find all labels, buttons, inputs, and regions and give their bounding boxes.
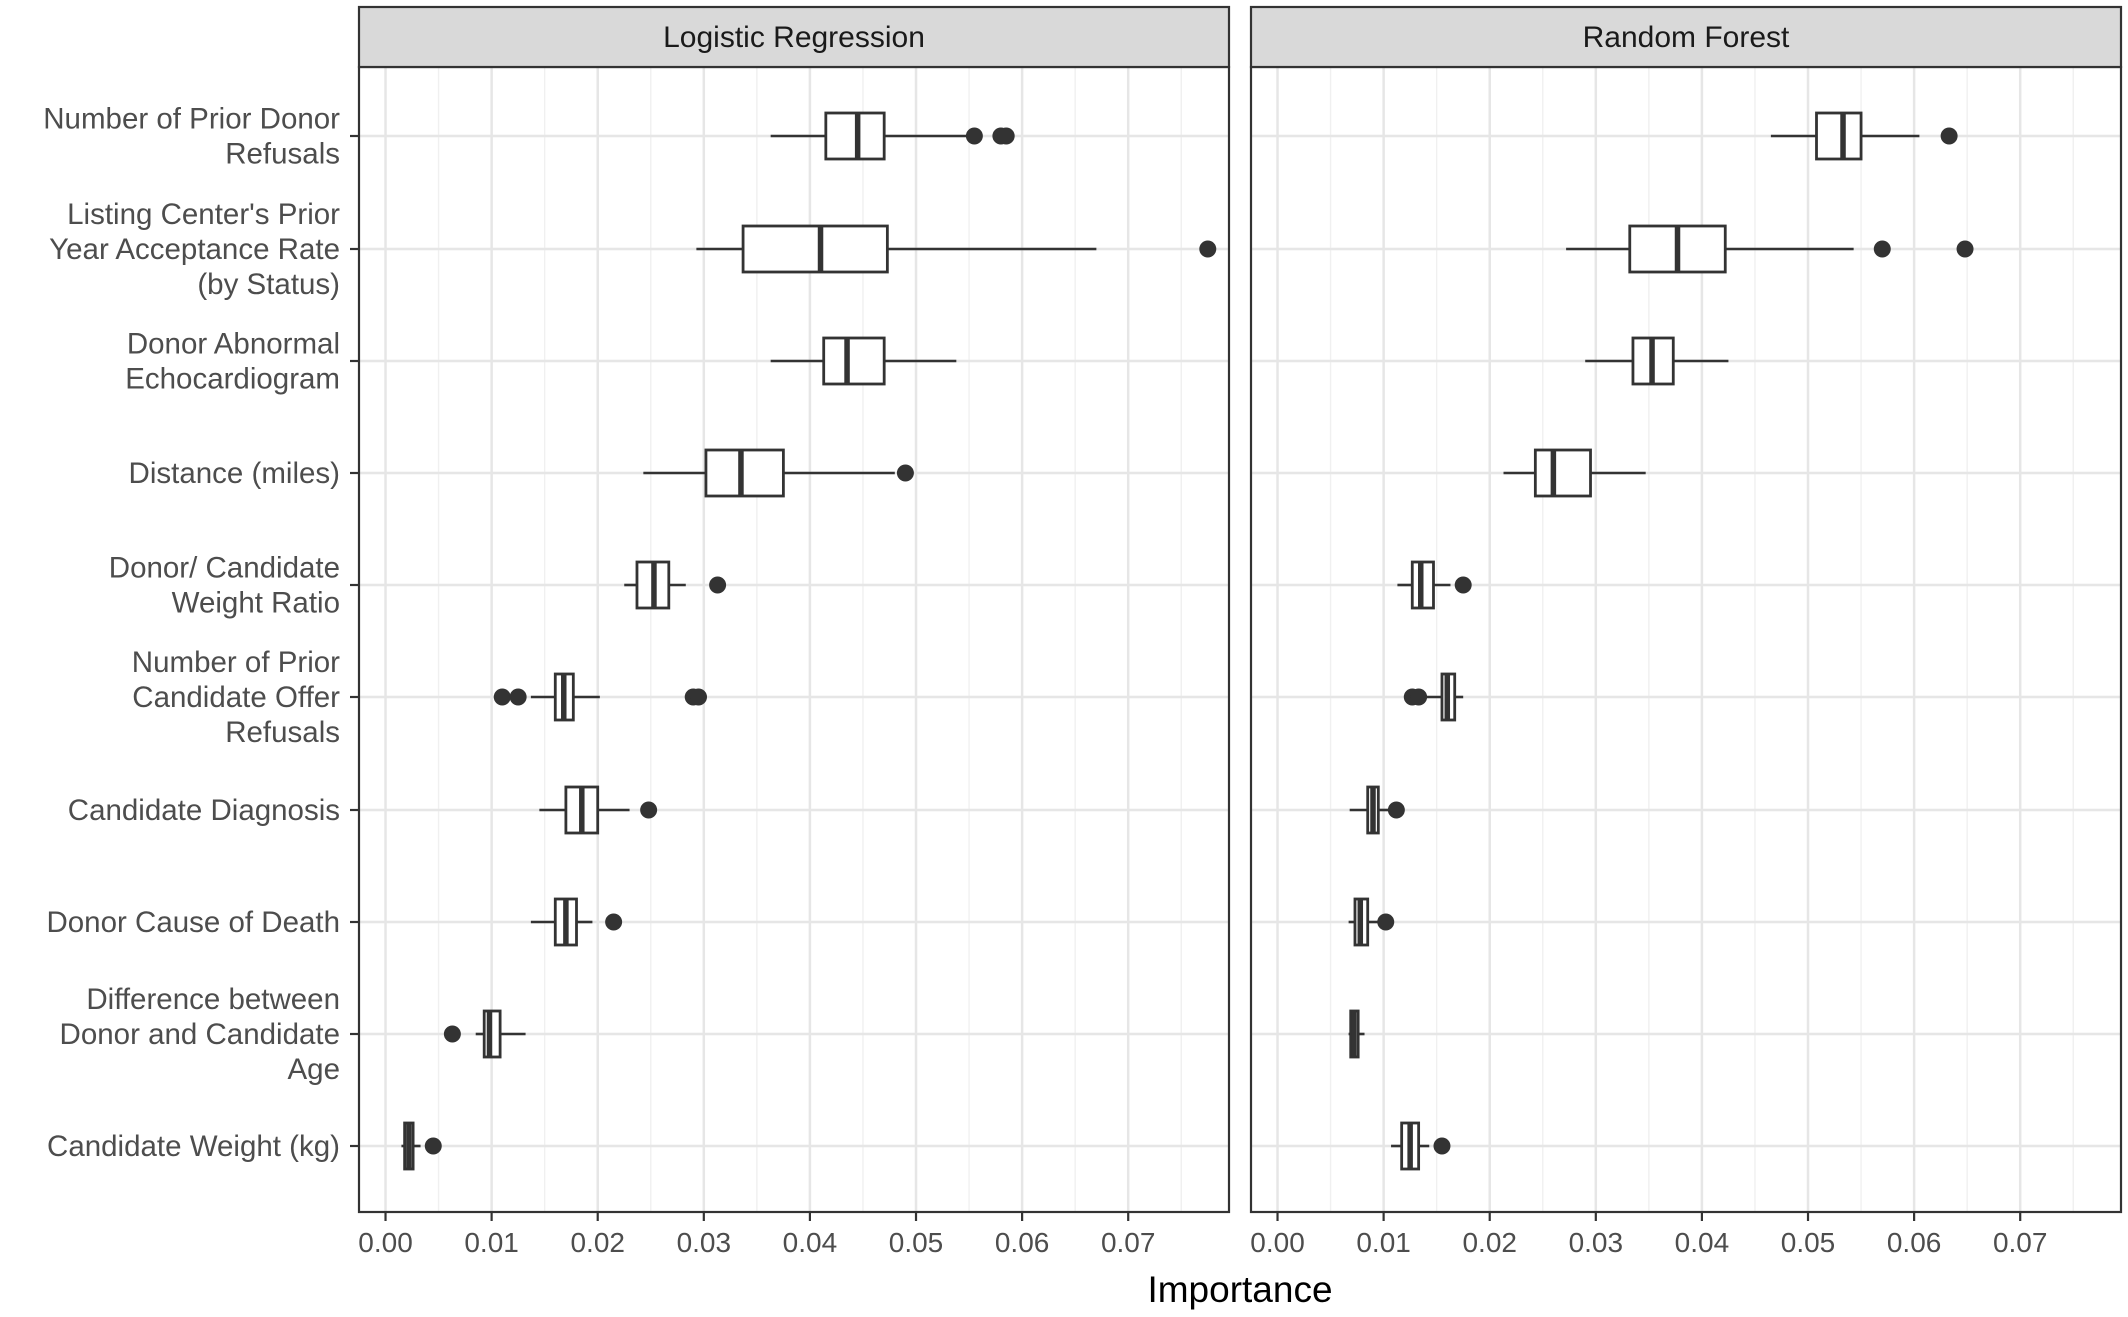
y-category-label: Number of Prior Candidate Offer Refusals bbox=[132, 646, 340, 749]
y-category-label-line: Refusals bbox=[225, 138, 340, 171]
outlier-point bbox=[1433, 1137, 1451, 1155]
box-8 bbox=[443, 1009, 526, 1059]
y-category-label: Difference between Donor and Candidate Age bbox=[60, 983, 340, 1086]
outlier-point bbox=[443, 1025, 461, 1043]
y-category-label-line: Weight Ratio bbox=[172, 587, 340, 620]
box-4 bbox=[624, 560, 727, 610]
outlier-point bbox=[1956, 240, 1974, 258]
x-tick-label: 0.00 bbox=[1250, 1227, 1305, 1258]
x-tick-label: 0.04 bbox=[783, 1227, 838, 1258]
outlier-point bbox=[1410, 688, 1428, 706]
box-iqr bbox=[704, 448, 785, 498]
x-tick-label: 0.00 bbox=[358, 1227, 413, 1258]
box-2 bbox=[770, 336, 957, 386]
panel-1: Random Forest 0.00 0.01 0.02 0.03 0.04 0.05 0.0… bbox=[1249, 5, 2123, 1258]
outlier-point bbox=[1387, 801, 1405, 819]
outlier-point bbox=[1454, 576, 1472, 594]
x-tick-label: 0.03 bbox=[1569, 1227, 1624, 1258]
y-category-label: Number of Prior Donor Refusals bbox=[43, 103, 340, 171]
x-axis-title: Importance bbox=[1147, 1269, 1332, 1310]
y-category-label: Donor/ Candidate Weight Ratio bbox=[109, 552, 340, 620]
y-category-label-line: Listing Center's Prior bbox=[67, 198, 340, 231]
box-7 bbox=[1348, 897, 1395, 947]
strip-title: Random Forest bbox=[1583, 21, 1790, 54]
outlier-point bbox=[1940, 127, 1958, 145]
box-6 bbox=[539, 785, 658, 835]
box-1 bbox=[1566, 224, 1974, 274]
x-tick-label: 0.01 bbox=[1356, 1227, 1411, 1258]
box-9 bbox=[401, 1121, 442, 1171]
outlier-point bbox=[896, 464, 914, 482]
y-category-label-line: (by Status) bbox=[197, 268, 340, 301]
x-tick-label: 0.03 bbox=[677, 1227, 732, 1258]
y-category-label-line: Echocardiogram bbox=[125, 363, 340, 396]
box-3 bbox=[643, 448, 914, 498]
outlier-point bbox=[493, 688, 511, 706]
y-category-label-line: Donor and Candidate bbox=[60, 1018, 340, 1051]
x-tick-label: 0.04 bbox=[1675, 1227, 1730, 1258]
box-2 bbox=[1585, 336, 1729, 386]
box-9 bbox=[1391, 1121, 1451, 1171]
outlier-point bbox=[640, 801, 658, 819]
box-iqr bbox=[822, 336, 886, 386]
x-tick-label: 0.05 bbox=[889, 1227, 944, 1258]
y-category-label-line: Donor Cause of Death bbox=[46, 906, 340, 939]
x-tick-label: 0.05 bbox=[1781, 1227, 1836, 1258]
box-iqr bbox=[741, 224, 889, 274]
box-iqr bbox=[1533, 448, 1592, 498]
box-7 bbox=[530, 897, 623, 947]
y-category-label-line: Candidate Offer bbox=[132, 681, 340, 714]
x-tick-label: 0.06 bbox=[1887, 1227, 1942, 1258]
y-category-label: Donor Cause of Death bbox=[46, 906, 340, 939]
outlier-point bbox=[690, 688, 708, 706]
outlier-point bbox=[965, 127, 983, 145]
y-category-label-line: Donor Abnormal bbox=[127, 328, 340, 361]
y-category-label: Candidate Weight (kg) bbox=[47, 1130, 340, 1163]
outlier-point bbox=[424, 1137, 442, 1155]
y-category-label-line: Refusals bbox=[225, 716, 340, 749]
strip-title: Logistic Regression bbox=[663, 21, 925, 54]
box-4 bbox=[1397, 560, 1472, 610]
x-tick-label: 0.01 bbox=[464, 1227, 519, 1258]
outlier-point bbox=[1873, 240, 1891, 258]
x-tick-label: 0.02 bbox=[570, 1227, 625, 1258]
x-tick-label: 0.07 bbox=[1101, 1227, 1156, 1258]
outlier-point bbox=[1377, 913, 1395, 931]
box-0 bbox=[770, 111, 1015, 161]
outlier-point bbox=[509, 688, 527, 706]
y-category-label-line: Distance (miles) bbox=[129, 457, 340, 490]
y-category-label-line: Age bbox=[288, 1053, 341, 1086]
y-category-label: Candidate Diagnosis bbox=[68, 794, 340, 827]
y-category-label-line: Candidate Weight (kg) bbox=[47, 1130, 340, 1163]
box-5 bbox=[493, 672, 708, 722]
outlier-point bbox=[997, 127, 1015, 145]
y-category-label-line: Year Acceptance Rate bbox=[49, 233, 340, 266]
x-tick-label: 0.07 bbox=[1993, 1227, 2048, 1258]
y-category-label-line: Number of Prior bbox=[132, 646, 340, 679]
x-tick-label: 0.06 bbox=[995, 1227, 1050, 1258]
x-tick-label: 0.02 bbox=[1462, 1227, 1517, 1258]
box-1 bbox=[696, 224, 1217, 274]
outlier-point bbox=[709, 576, 727, 594]
outlier-point bbox=[605, 913, 623, 931]
y-category-label-line: Donor/ Candidate bbox=[109, 552, 340, 585]
panel-0: Logistic Regression 0.00 0.01 0.02 0.03 0.04 0… bbox=[357, 5, 1231, 1258]
y-category-label: Listing Center's Prior Year Acceptance Ra… bbox=[49, 198, 340, 301]
y-category-label-line: Candidate Diagnosis bbox=[68, 794, 340, 827]
y-category-label-line: Number of Prior Donor bbox=[43, 103, 340, 136]
box-5 bbox=[1403, 672, 1464, 722]
outlier-point bbox=[1199, 240, 1217, 258]
box-6 bbox=[1349, 785, 1405, 835]
box-8 bbox=[1348, 1009, 1365, 1059]
box-3 bbox=[1503, 448, 1646, 498]
strip-background bbox=[1249, 5, 2123, 69]
strip-background bbox=[357, 5, 1231, 69]
y-category-label: Donor Abnormal Echocardiogram bbox=[125, 328, 340, 396]
box-iqr bbox=[1815, 111, 1863, 161]
y-category-label-line: Difference between bbox=[86, 983, 340, 1016]
y-category-label: Distance (miles) bbox=[129, 457, 340, 490]
box-0 bbox=[1770, 111, 1958, 161]
